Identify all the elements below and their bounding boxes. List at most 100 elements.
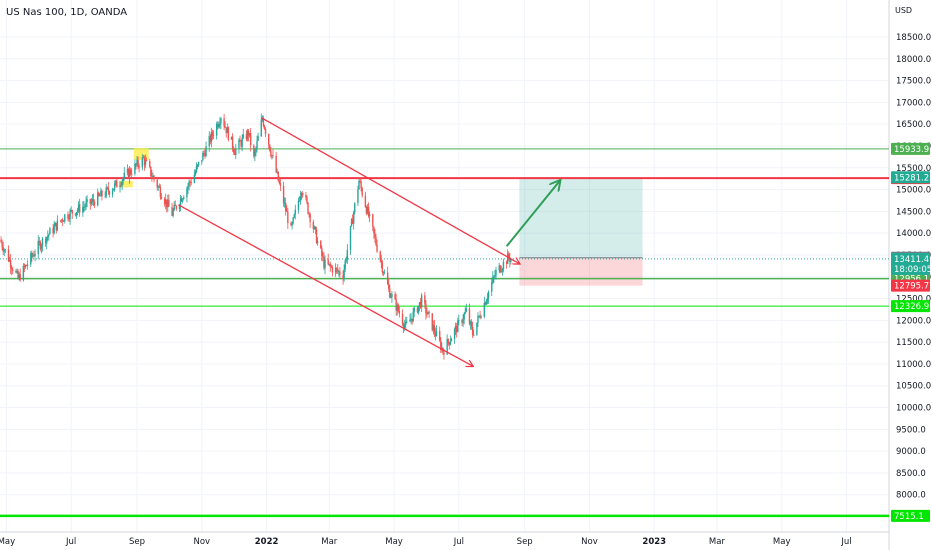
candle-body xyxy=(144,160,147,166)
candle-body xyxy=(300,193,303,196)
candle-body xyxy=(397,304,399,312)
candle-body xyxy=(494,275,496,277)
candle-body xyxy=(108,191,111,195)
candle-body xyxy=(224,126,226,128)
candle-body xyxy=(56,220,59,231)
candle-body xyxy=(256,140,258,149)
price-tag-box xyxy=(891,509,930,522)
candle-body xyxy=(215,123,218,136)
x-tick-label: Nov xyxy=(581,537,598,547)
candle-body xyxy=(350,219,353,226)
candle-body xyxy=(160,196,163,199)
candle-body xyxy=(283,202,286,204)
candle-body xyxy=(272,155,274,157)
candle-body xyxy=(463,313,465,320)
candle-body xyxy=(394,294,396,300)
symbol-title[interactable]: US Nas 100, 1D, OANDA xyxy=(6,7,128,18)
candle-body xyxy=(54,222,56,227)
candle-body xyxy=(30,253,32,265)
candle-body xyxy=(123,172,125,179)
candle-body xyxy=(357,189,359,203)
candle-body xyxy=(410,318,412,320)
candle-body xyxy=(375,237,377,245)
x-tick-label: 2022 xyxy=(255,537,279,547)
candle-body xyxy=(376,244,378,252)
candle-body xyxy=(253,145,255,157)
candle-body xyxy=(52,228,54,234)
candle-body xyxy=(509,257,511,262)
candle-body xyxy=(175,205,178,209)
candle-body xyxy=(401,313,404,325)
candle-body xyxy=(502,261,505,270)
candle-body xyxy=(104,195,106,197)
price-tag-label: 12326.9 xyxy=(894,302,929,312)
candle-body xyxy=(48,234,50,236)
y-tick-label: 14000.0 xyxy=(896,229,931,239)
candle-body xyxy=(396,304,398,311)
candle-body xyxy=(220,118,222,124)
candle-body xyxy=(134,163,136,174)
candle-body xyxy=(240,141,242,147)
candle-body xyxy=(82,206,84,213)
candle-body xyxy=(486,298,489,301)
candle-body xyxy=(364,195,367,207)
candle-body xyxy=(338,271,340,273)
x-tick-label: 2023 xyxy=(642,537,666,547)
candle-body xyxy=(15,270,17,273)
candle-body xyxy=(164,199,167,205)
y-tick-label: 18500.0 xyxy=(896,33,931,43)
candle-body xyxy=(247,130,250,136)
candle-body xyxy=(159,187,162,197)
candle-body xyxy=(189,181,191,183)
candle-body xyxy=(487,291,490,299)
candle-body xyxy=(293,214,295,218)
candle-body xyxy=(380,260,383,263)
candle-body xyxy=(1,242,3,248)
candle-body xyxy=(315,229,318,244)
candle-body xyxy=(389,288,391,298)
y-tick-label: 15500.0 xyxy=(896,164,931,174)
candle-body xyxy=(457,320,459,333)
candle-body xyxy=(428,311,430,314)
candle-body xyxy=(454,325,457,330)
y-tick-label: 10000.0 xyxy=(896,404,931,414)
candle-body xyxy=(343,269,345,280)
candle-body xyxy=(330,266,333,268)
candle-body xyxy=(448,342,450,345)
candle-body xyxy=(99,195,101,197)
candle-body xyxy=(290,222,292,226)
candle-body xyxy=(505,261,508,264)
candle-body xyxy=(193,174,196,183)
x-tick-label: May xyxy=(385,537,403,547)
candle-body xyxy=(204,153,206,157)
price-tag-label: 12795.7 xyxy=(894,282,929,292)
candle-body xyxy=(121,180,123,186)
candle-body xyxy=(254,151,256,157)
candle-body xyxy=(211,132,214,136)
candle-body xyxy=(98,192,100,196)
candle-body xyxy=(23,265,26,268)
y-tick-label: 17500.0 xyxy=(896,77,931,87)
candle-body xyxy=(402,324,405,328)
price-tag-box xyxy=(891,300,930,313)
candle-body xyxy=(166,199,168,208)
candle-body xyxy=(434,332,437,337)
candle-body xyxy=(223,118,225,127)
candle-body xyxy=(257,136,259,141)
candle-body xyxy=(372,214,374,227)
candle-body xyxy=(411,318,413,322)
candle-body xyxy=(314,226,317,230)
candle-body xyxy=(468,308,471,324)
position-loss-zone xyxy=(519,257,643,286)
candle-body xyxy=(327,259,329,265)
candle-body xyxy=(171,206,173,216)
candle-body xyxy=(245,134,248,140)
candle-body xyxy=(92,199,95,202)
candle-body xyxy=(286,211,288,212)
candle-body xyxy=(89,199,91,204)
candle-body xyxy=(405,321,407,325)
trend-line-arrow xyxy=(178,204,472,366)
candle-body xyxy=(313,226,316,229)
candle-body xyxy=(226,127,228,134)
